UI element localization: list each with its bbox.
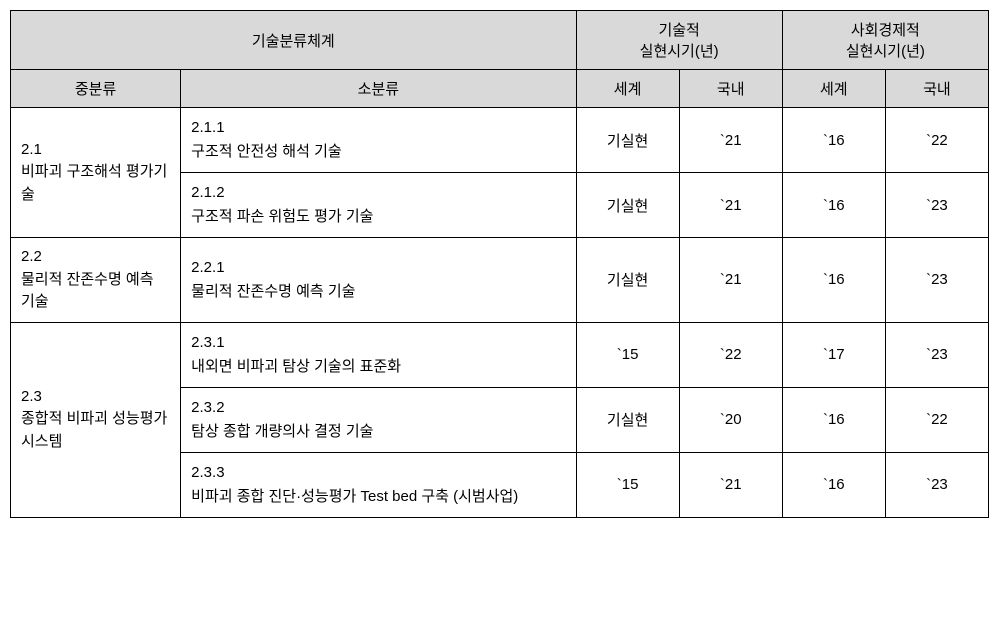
tech-world-cell: 기실현 [576, 173, 679, 238]
mid-category-cell: 2.3 종합적 비파괴 성능평가 시스템 [11, 322, 181, 517]
classification-table: 기술분류체계 기술적 실현시기(년) 사회경제적 실현시기(년) 중분류 소분류… [10, 10, 989, 518]
sub-desc: 물리적 잔존수명 예측 기술 [191, 280, 565, 304]
soc-world-cell: `16 [782, 238, 885, 323]
soc-domestic-cell: `22 [885, 108, 988, 173]
header-row-2: 중분류 소분류 세계 국내 세계 국내 [11, 70, 989, 108]
sub-desc: 구조적 파손 위험도 평가 기술 [191, 205, 565, 229]
sub-category-cell: 2.1.1 구조적 안전성 해석 기술 [181, 108, 576, 173]
tech-world-cell: 기실현 [576, 238, 679, 323]
soc-domestic-cell: `23 [885, 173, 988, 238]
table-header: 기술분류체계 기술적 실현시기(년) 사회경제적 실현시기(년) 중분류 소분류… [11, 11, 989, 108]
sub-code: 2.3.1 [191, 331, 565, 355]
table-row: 2.2 물리적 잔존수명 예측 기술 2.2.1 물리적 잔존수명 예측 기술 … [11, 238, 989, 323]
tech-world-cell: 기실현 [576, 108, 679, 173]
header-tech-domestic: 국내 [679, 70, 782, 108]
sub-category-cell: 2.2.1 물리적 잔존수명 예측 기술 [181, 238, 576, 323]
header-socioeconomic: 사회경제적 실현시기(년) [782, 11, 988, 70]
tech-world-cell: `15 [576, 322, 679, 387]
header-technical: 기술적 실현시기(년) [576, 11, 782, 70]
mid-desc: 종합적 비파괴 성능평가 시스템 [21, 408, 170, 453]
sub-category-cell: 2.3.2 탐상 종합 개량의사 결정 기술 [181, 387, 576, 452]
tech-domestic-cell: `22 [679, 322, 782, 387]
sub-desc: 내외면 비파괴 탐상 기술의 표준화 [191, 355, 565, 379]
mid-code: 2.2 [21, 246, 170, 269]
sub-code: 2.3.3 [191, 461, 565, 485]
mid-desc: 비파괴 구조해석 평가기술 [21, 161, 170, 206]
sub-desc: 탐상 종합 개량의사 결정 기술 [191, 420, 565, 444]
table-row: 2.1 비파괴 구조해석 평가기술 2.1.1 구조적 안전성 해석 기술 기실… [11, 108, 989, 173]
table-body: 2.1 비파괴 구조해석 평가기술 2.1.1 구조적 안전성 해석 기술 기실… [11, 108, 989, 518]
mid-code: 2.1 [21, 139, 170, 162]
sub-code: 2.1.1 [191, 116, 565, 140]
soc-world-cell: `16 [782, 387, 885, 452]
soc-domestic-cell: `23 [885, 238, 988, 323]
soc-world-cell: `16 [782, 108, 885, 173]
header-row-1: 기술분류체계 기술적 실현시기(년) 사회경제적 실현시기(년) [11, 11, 989, 70]
sub-desc: 구조적 안전성 해석 기술 [191, 140, 565, 164]
soc-world-cell: `16 [782, 452, 885, 517]
soc-world-cell: `17 [782, 322, 885, 387]
tech-domestic-cell: `21 [679, 108, 782, 173]
header-soc-world: 세계 [782, 70, 885, 108]
soc-world-cell: `16 [782, 173, 885, 238]
sub-code: 2.2.1 [191, 256, 565, 280]
mid-category-cell: 2.1 비파괴 구조해석 평가기술 [11, 108, 181, 238]
sub-category-cell: 2.3.3 비파괴 종합 진단·성능평가 Test bed 구축 (시범사업) [181, 452, 576, 517]
header-sub-category: 소분류 [181, 70, 576, 108]
table-row: 2.3 종합적 비파괴 성능평가 시스템 2.3.1 내외면 비파괴 탐상 기술… [11, 322, 989, 387]
tech-world-cell: `15 [576, 452, 679, 517]
soc-domestic-cell: `22 [885, 387, 988, 452]
sub-category-cell: 2.3.1 내외면 비파괴 탐상 기술의 표준화 [181, 322, 576, 387]
tech-domestic-cell: `21 [679, 238, 782, 323]
header-tech-world: 세계 [576, 70, 679, 108]
soc-domestic-cell: `23 [885, 452, 988, 517]
header-classification: 기술분류체계 [11, 11, 577, 70]
mid-category-cell: 2.2 물리적 잔존수명 예측 기술 [11, 238, 181, 323]
sub-code: 2.3.2 [191, 396, 565, 420]
header-mid-category: 중분류 [11, 70, 181, 108]
sub-code: 2.1.2 [191, 181, 565, 205]
sub-desc: 비파괴 종합 진단·성능평가 Test bed 구축 (시범사업) [191, 485, 565, 509]
tech-domestic-cell: `20 [679, 387, 782, 452]
mid-code: 2.3 [21, 386, 170, 409]
tech-world-cell: 기실현 [576, 387, 679, 452]
tech-domestic-cell: `21 [679, 452, 782, 517]
soc-domestic-cell: `23 [885, 322, 988, 387]
sub-category-cell: 2.1.2 구조적 파손 위험도 평가 기술 [181, 173, 576, 238]
tech-domestic-cell: `21 [679, 173, 782, 238]
mid-desc: 물리적 잔존수명 예측 기술 [21, 269, 170, 314]
header-soc-domestic: 국내 [885, 70, 988, 108]
